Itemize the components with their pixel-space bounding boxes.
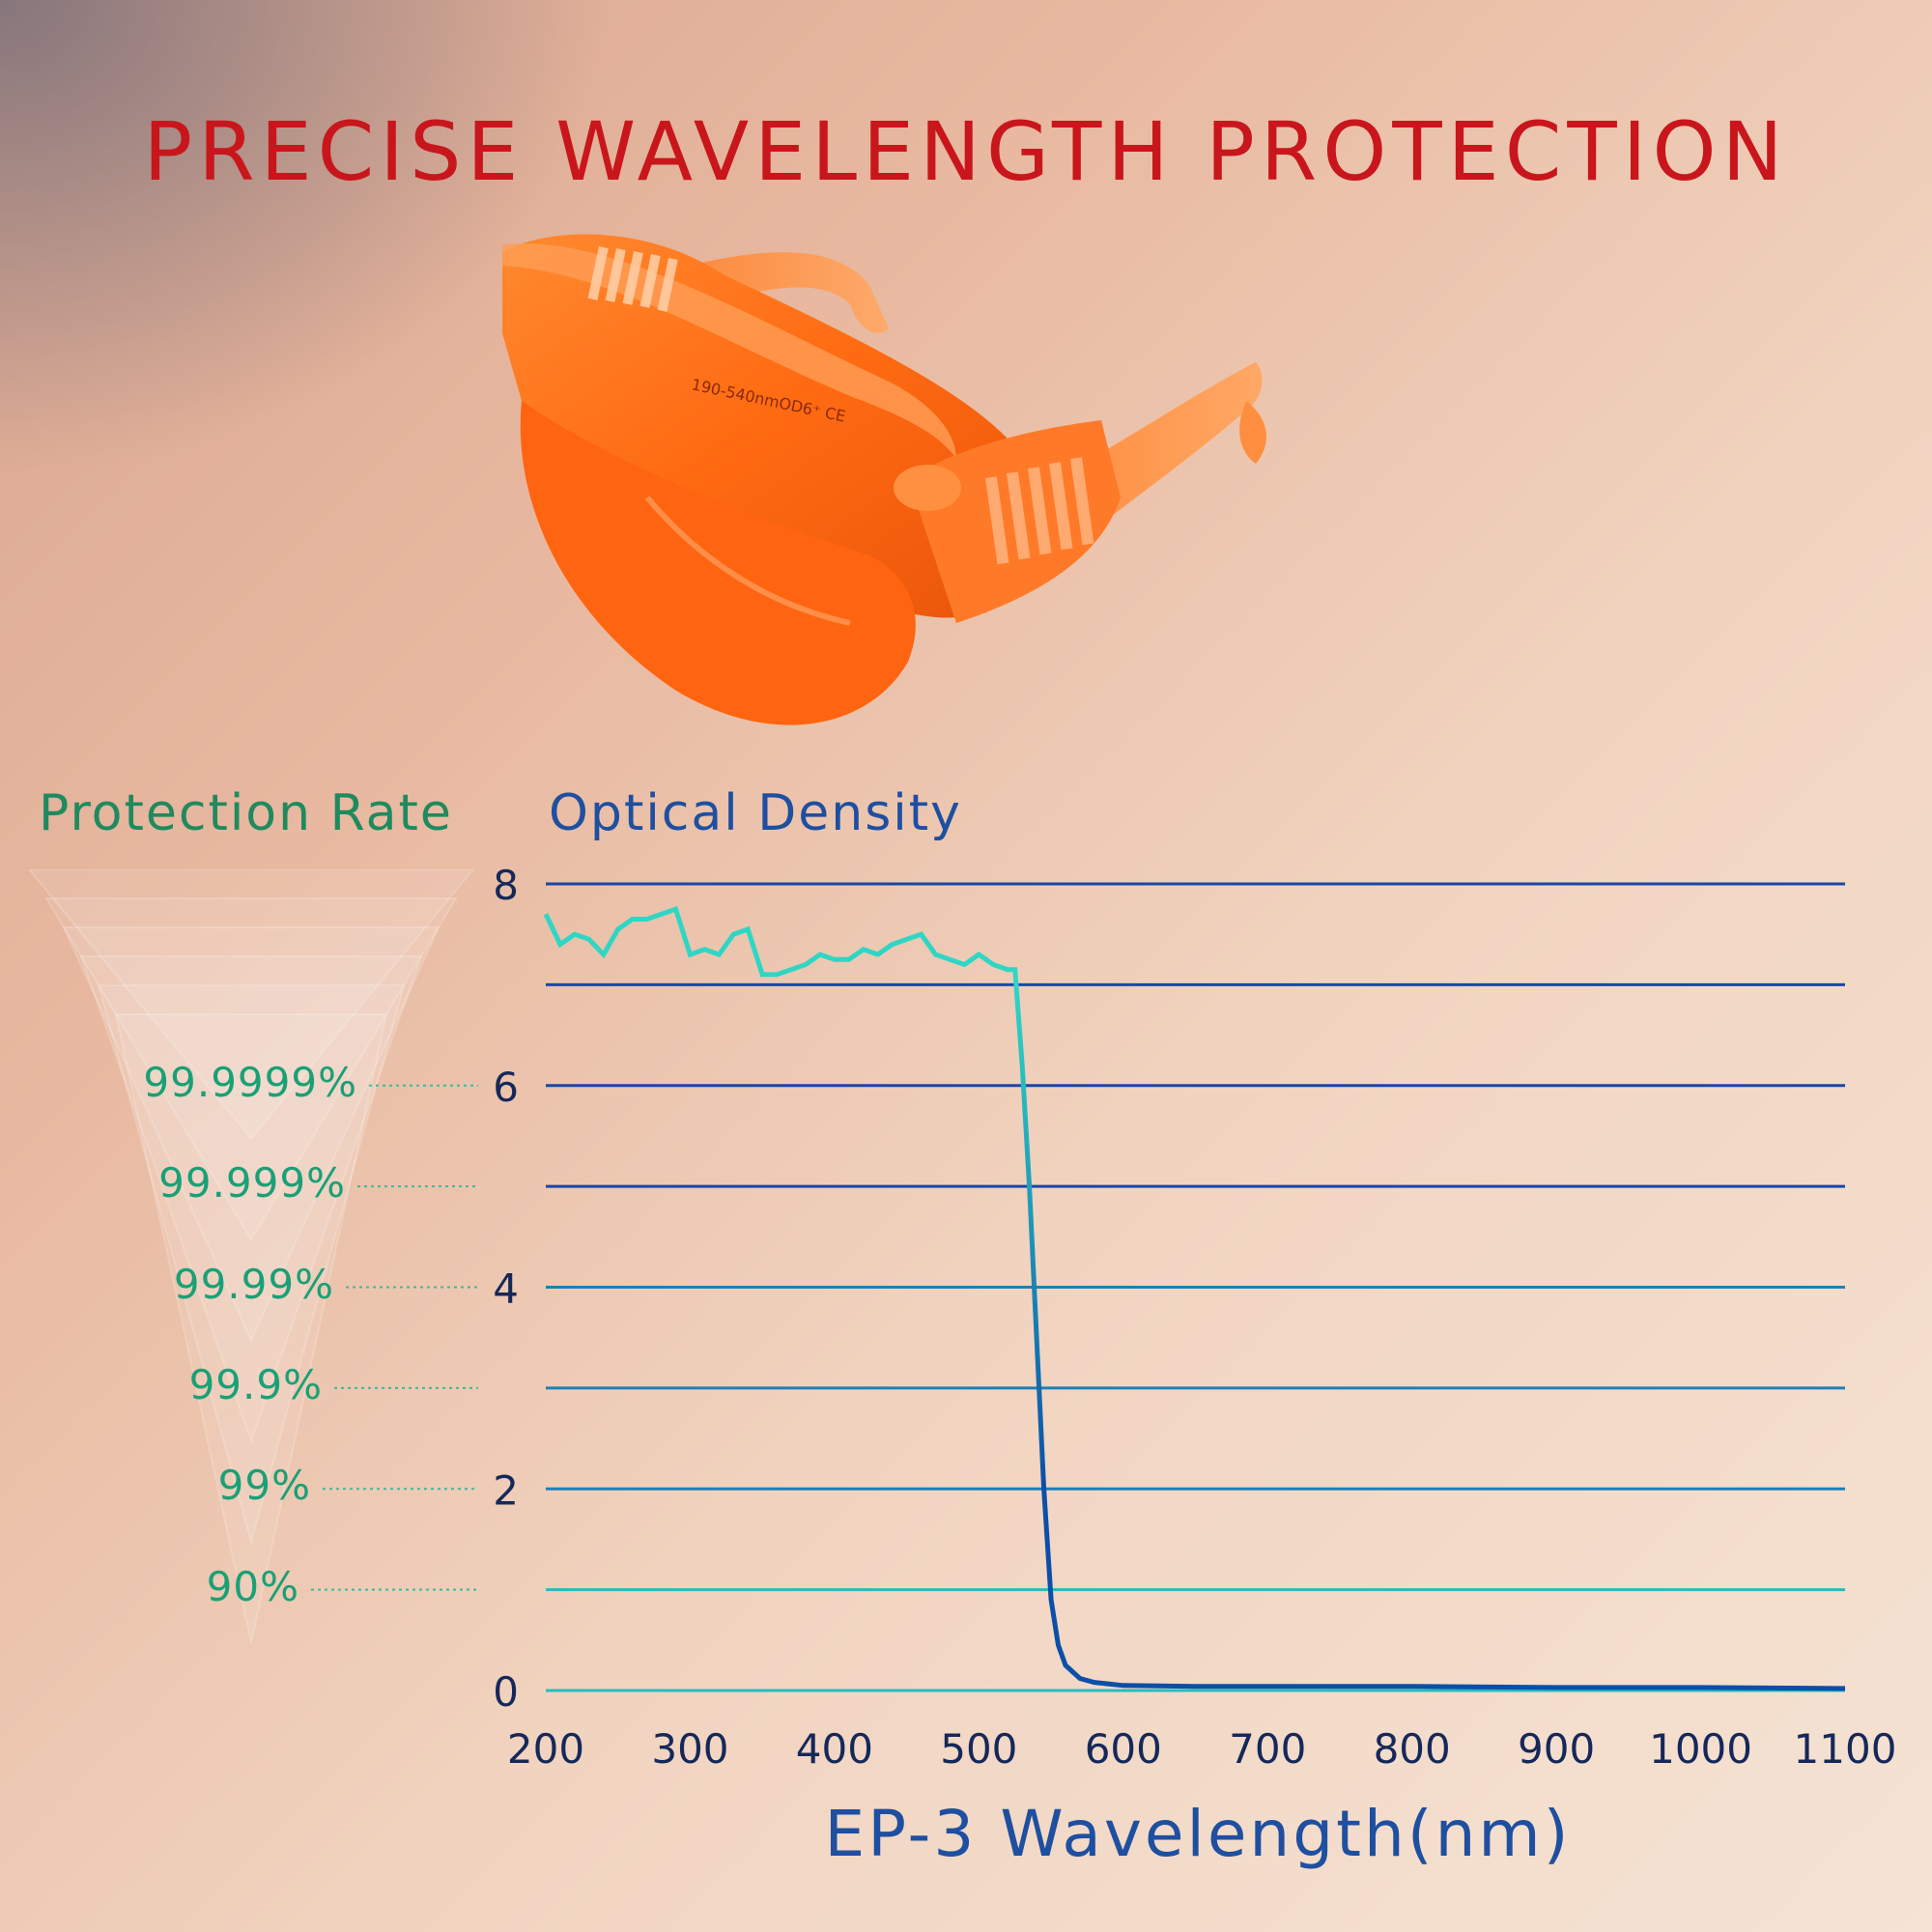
protection-rate-triangle	[97, 984, 406, 1547]
x-tick-label: 1000	[1649, 1725, 1752, 1773]
safety-goggles-image: 190-540nmOD6⁺ CE	[502, 234, 1266, 725]
x-tick-label: 700	[1229, 1725, 1306, 1773]
protection-rate-label: 90%	[206, 1562, 299, 1610]
x-tick-label: 600	[1085, 1725, 1162, 1773]
x-axis-label: EP-3 Wavelength(nm)	[824, 1797, 1572, 1871]
protection-rate-label: 99.9999%	[143, 1058, 357, 1106]
chart-ticks: 0 2 4 6 8 200 300 400 500 600 700 800 900 1000 1100	[493, 862, 1896, 1773]
x-tick-label: 200	[507, 1725, 584, 1773]
x-tick-label: 400	[796, 1725, 873, 1773]
y-tick-label: 4	[493, 1265, 519, 1313]
y-tick-label: 2	[493, 1466, 519, 1514]
protection-rate-heading: Protection Rate	[39, 784, 453, 842]
x-tick-label: 300	[651, 1725, 728, 1773]
protection-rate-label: 99.99%	[173, 1260, 334, 1308]
protection-rate-panel	[27, 869, 478, 1643]
x-tick-label: 1100	[1794, 1725, 1897, 1773]
protection-rate-label: 99.9%	[188, 1360, 323, 1408]
page-title: PRECISE WAVELENGTH PROTECTION	[143, 104, 1789, 199]
optical-density-chart: 0 2 4 6 8 200 300 400 500 600 700 800 900 1000 1100	[493, 862, 1896, 1773]
protection-rate-triangle	[79, 955, 423, 1444]
x-tick-label: 800	[1374, 1725, 1451, 1773]
protection-rate-label: 99.999%	[158, 1159, 346, 1208]
y-tick-label: 0	[493, 1668, 519, 1716]
y-tick-label: 6	[493, 1064, 519, 1111]
y-axis-label: Optical Density	[549, 784, 962, 842]
x-tick-label: 500	[940, 1725, 1017, 1773]
series-line-optical-density	[543, 905, 1846, 1691]
protection-rate-triangle	[62, 926, 440, 1343]
protection-rate-triangle	[114, 1013, 388, 1643]
protection-rate-triangles	[27, 869, 478, 1643]
protection-rate-triangle	[27, 869, 475, 1141]
x-tick-label: 900	[1518, 1725, 1595, 1773]
protection-rate-label: 99%	[217, 1462, 311, 1510]
chart-grid	[544, 882, 1847, 1692]
y-tick-label: 8	[493, 862, 519, 909]
protection-rate-triangle	[44, 897, 458, 1242]
